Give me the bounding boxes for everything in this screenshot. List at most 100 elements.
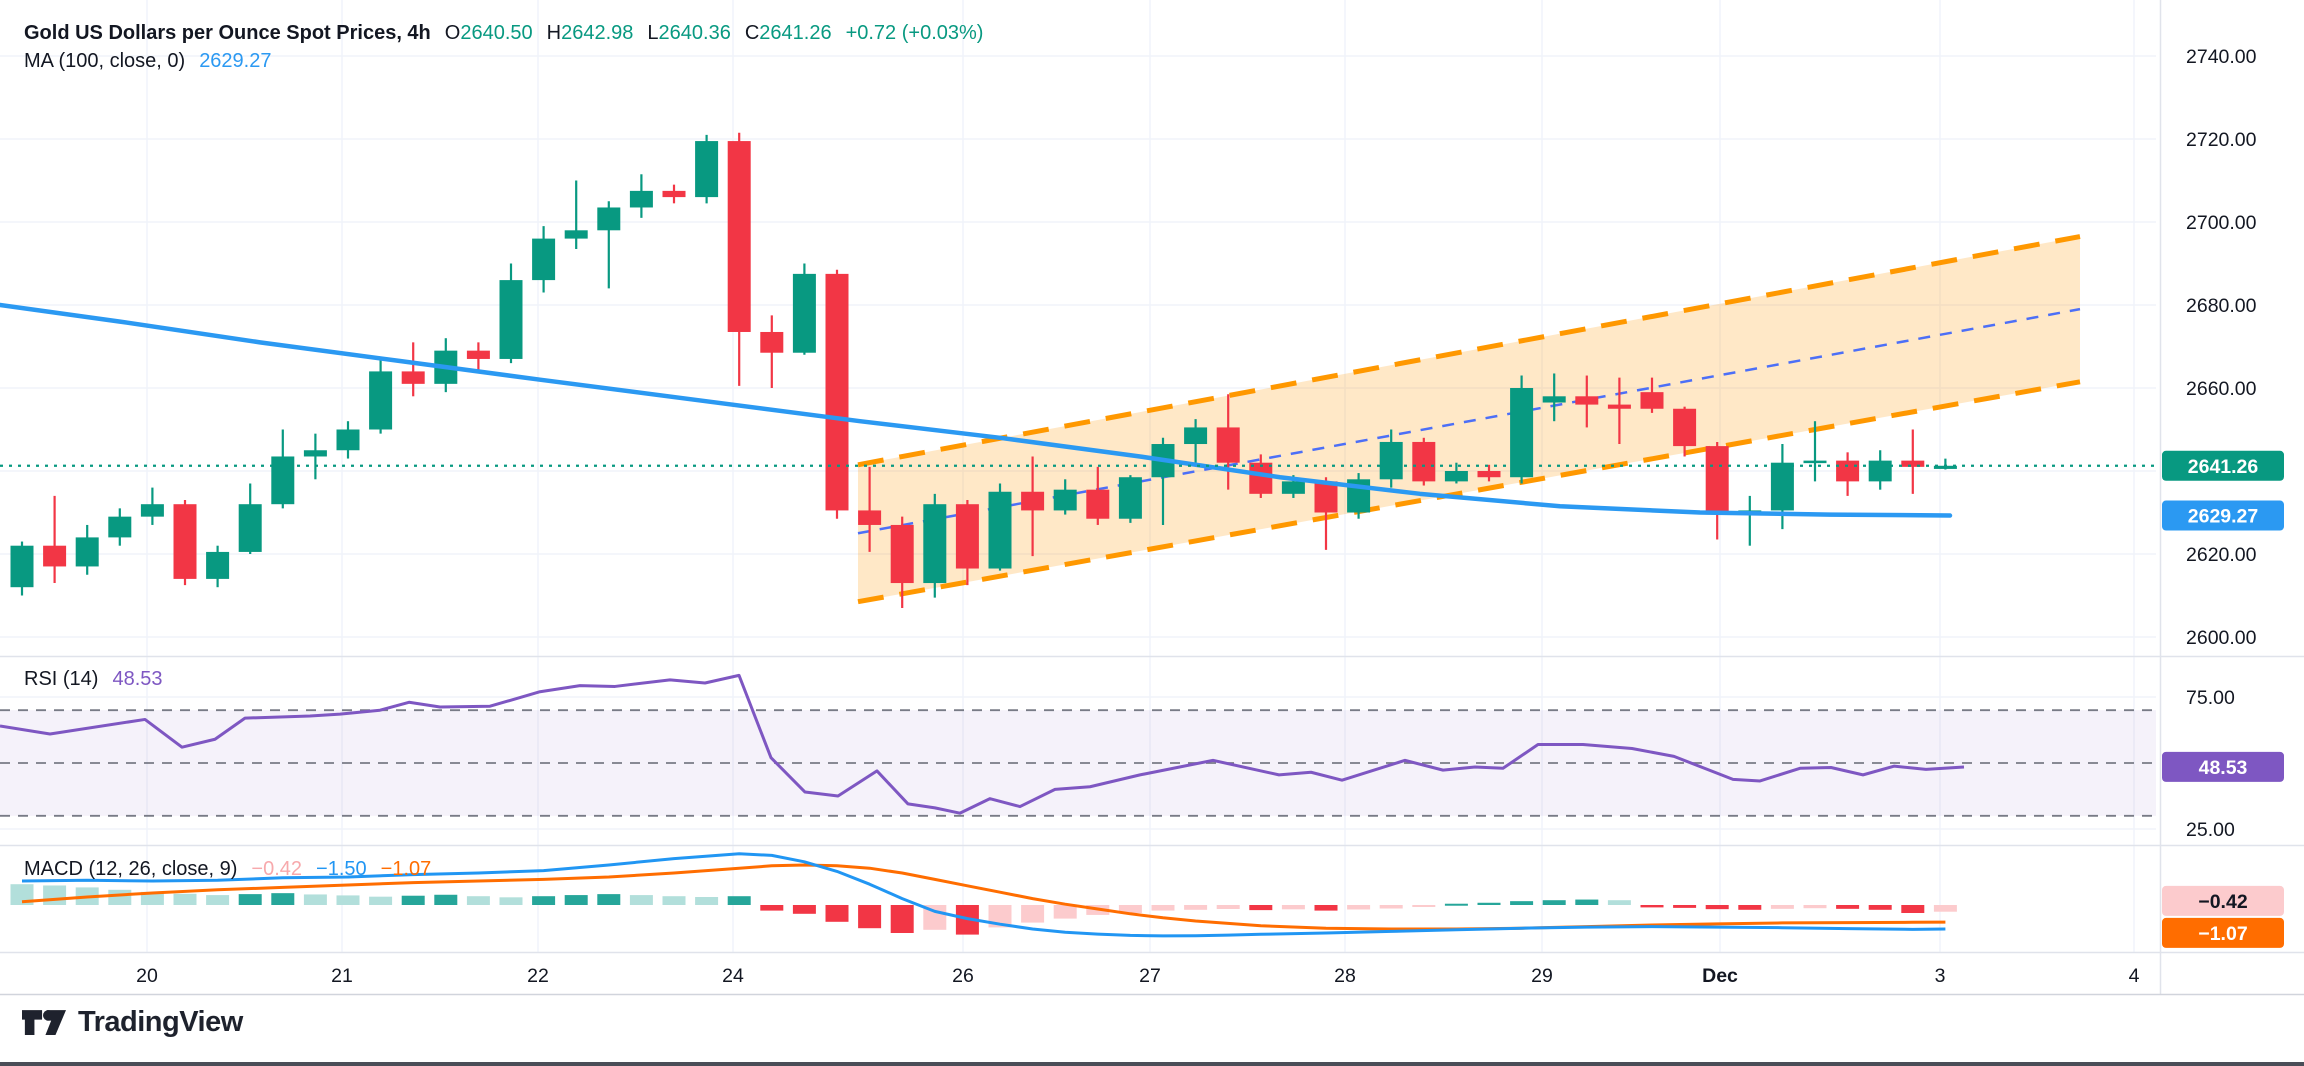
candle-body <box>466 350 490 359</box>
candle-body <box>1933 465 1957 469</box>
candle-body <box>727 141 751 332</box>
macd-histogram-bar <box>1836 905 1860 909</box>
candle-body <box>75 537 99 567</box>
macd-histogram-bar <box>1868 905 1892 910</box>
candle-body <box>238 504 262 552</box>
candle-body <box>1868 460 1892 482</box>
price-axis-label[interactable]: 2700.00 <box>2186 212 2257 234</box>
candle-body <box>695 141 719 198</box>
rsi-legend[interactable]: RSI (14) 48.53 <box>24 666 163 692</box>
macd-histogram-bar <box>1347 905 1371 910</box>
candle-body <box>1770 462 1794 511</box>
tradingview-logo[interactable]: TradingView <box>22 1006 243 1039</box>
candle-body <box>1412 441 1436 482</box>
macd-histogram-bar <box>1412 905 1436 907</box>
price-axis-label[interactable]: 2620.00 <box>2186 544 2257 566</box>
macd-line-value: −1.50 <box>316 858 367 880</box>
macd-histogram-bar <box>858 905 882 929</box>
candle-body <box>336 429 360 451</box>
candle-body <box>1086 489 1110 519</box>
time-axis-label[interactable]: 20 <box>136 965 158 987</box>
candle-body <box>1021 491 1045 511</box>
price-axis-label[interactable]: 2680.00 <box>2186 295 2257 317</box>
macd-histogram-bar <box>1607 900 1631 905</box>
time-axis-label[interactable]: 22 <box>527 965 549 987</box>
macd-histogram-bar <box>662 896 686 905</box>
candle-body <box>662 190 686 198</box>
rsi-value: 48.53 <box>112 668 163 690</box>
macd-histogram-bar <box>303 894 327 905</box>
macd-legend[interactable]: MACD (12, 26, close, 9) −0.42 −1.50 −1.0… <box>24 856 431 882</box>
macd-histogram-bar <box>695 897 719 905</box>
candle-body <box>1281 481 1305 494</box>
candle-body <box>923 504 947 584</box>
channel-fill <box>858 236 2080 602</box>
candle-body <box>760 331 784 353</box>
ma-line <box>0 302 1953 518</box>
macd-histogram-bar <box>1640 905 1664 908</box>
symbol-title: Gold US Dollars per Ounce Spot Prices, 4… <box>24 22 431 44</box>
time-axis-label[interactable]: Dec <box>1702 965 1738 987</box>
macd-histogram-bar <box>1738 905 1762 910</box>
candle-body <box>1444 471 1468 482</box>
price-axis-label[interactable]: 2600.00 <box>2186 627 2257 649</box>
time-axis-label[interactable]: 21 <box>331 965 353 987</box>
time-axis-label[interactable]: 24 <box>722 965 744 987</box>
candle-body <box>564 230 588 239</box>
axis-price-badge <box>2162 500 2284 531</box>
candle-body <box>1118 477 1142 519</box>
price-change: +0.72 (+0.03%) <box>845 22 984 44</box>
macd-histogram-bar <box>1314 905 1338 911</box>
time-axis-label[interactable]: 26 <box>952 965 974 987</box>
macd-histogram-bar <box>43 885 67 905</box>
macd-histogram-bar <box>369 896 393 905</box>
candle-body <box>401 371 425 384</box>
macd-histogram-bar <box>434 894 458 905</box>
macd-histogram-bar <box>1053 905 1077 919</box>
macd-histogram-bar <box>532 896 556 905</box>
rsi-name: RSI (14) <box>24 668 99 690</box>
ma-legend[interactable]: MA (100, close, 0) 2629.27 <box>24 48 271 74</box>
candle-body <box>597 207 621 231</box>
macd-histogram-bar <box>597 894 621 905</box>
time-axis-label[interactable]: 28 <box>1334 965 1356 987</box>
macd-histogram-bar <box>1933 905 1957 912</box>
candle-body <box>955 504 979 569</box>
macd-hist-value: −0.42 <box>251 858 303 880</box>
time-axis-label[interactable]: 4 <box>2129 965 2140 987</box>
macd-histogram-bar <box>1901 905 1925 913</box>
macd-histogram-bar <box>629 895 653 905</box>
macd-histogram-bar <box>1705 905 1729 910</box>
candle-body <box>206 551 230 579</box>
main-series-legend[interactable]: Gold US Dollars per Ounce Spot Prices, 4… <box>24 20 983 46</box>
time-axis-label[interactable]: 29 <box>1531 965 1553 987</box>
macd-histogram-bar <box>1151 905 1175 911</box>
macd-histogram-bar <box>1184 905 1208 910</box>
rsi-axis-label[interactable]: 75.00 <box>2186 687 2235 709</box>
macd-histogram-bar <box>173 893 197 905</box>
macd-histogram-bar <box>1477 902 1501 905</box>
tradingview-logo-icon <box>22 1009 66 1035</box>
macd-histogram-bar <box>271 893 295 905</box>
candle-body <box>140 504 164 517</box>
candle-body <box>1836 460 1860 482</box>
time-axis-label[interactable]: 3 <box>1935 965 1946 987</box>
time-axis-label[interactable]: 27 <box>1139 965 1161 987</box>
axis-badge-label: 48.53 <box>2199 757 2248 779</box>
candle-body <box>303 450 327 457</box>
macd-histogram-bar <box>1281 905 1305 910</box>
macd-histogram-bar <box>1803 905 1827 909</box>
macd-histogram-bar <box>1444 903 1468 906</box>
rsi-line <box>0 673 1965 815</box>
price-axis-label[interactable]: 2660.00 <box>2186 378 2257 400</box>
price-axis-label[interactable]: 2720.00 <box>2186 129 2257 151</box>
candle-body <box>1673 408 1697 447</box>
price-axis-label[interactable]: 2740.00 <box>2186 46 2257 68</box>
chart-canvas[interactable]: 2740.00 2720.00 2700.00 2680.00 2660.00 2620.… <box>0 0 2304 998</box>
candle-body <box>1542 396 1566 403</box>
ohlc-close: C2641.26 <box>744 22 832 44</box>
axis-badge-label: −0.42 <box>2198 891 2247 913</box>
macd-signal-value: −1.07 <box>380 858 432 880</box>
macd-histogram-bar <box>499 897 523 905</box>
rsi-axis-label[interactable]: 25.00 <box>2186 819 2235 841</box>
